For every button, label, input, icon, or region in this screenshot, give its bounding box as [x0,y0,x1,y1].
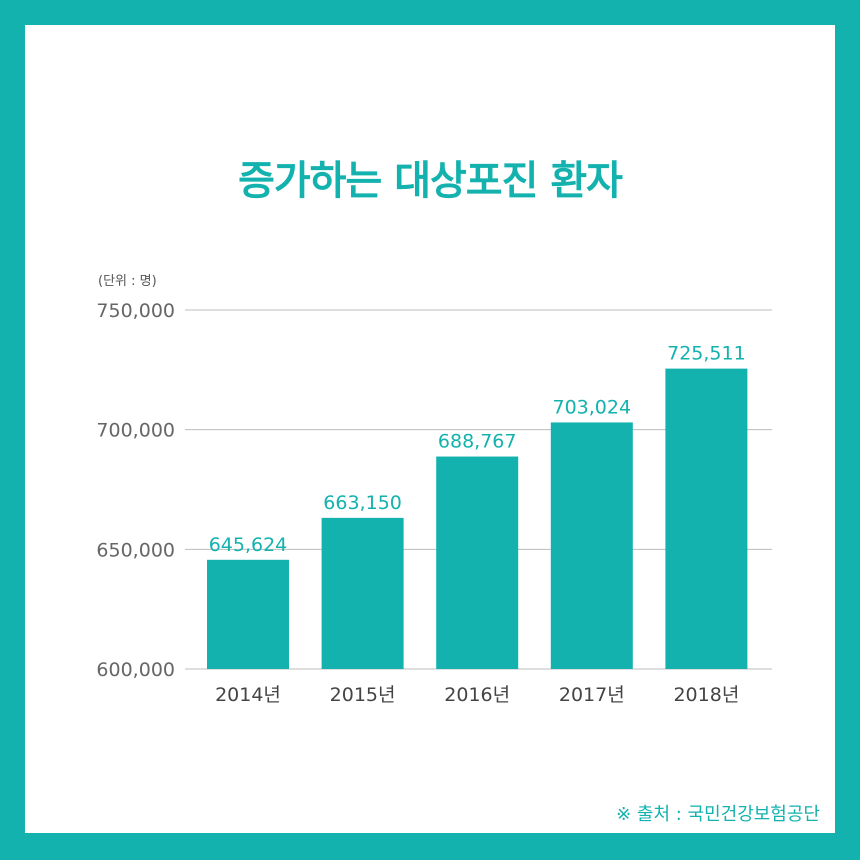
x-tick-label: 2014년 [215,684,281,706]
data-label: 725,511 [667,343,746,365]
y-tick-label: 700,000 [96,420,175,442]
x-tick-label: 2015년 [330,684,396,706]
bar [321,517,404,669]
data-label: 688,767 [438,431,517,453]
bar [436,456,519,669]
x-tick-label: 2018년 [673,684,739,706]
x-tick-label: 2016년 [444,684,510,706]
unit-label: (단위 : 명) [98,274,157,289]
y-tick-label: 600,000 [96,659,175,681]
y-tick-label: 750,000 [96,300,175,322]
y-tick-label: 650,000 [96,539,175,561]
source-label: ※ 출처 : 국민건강보험공단 [616,804,820,825]
bar [665,368,748,669]
data-label: 663,150 [323,492,402,514]
bar [550,422,633,669]
chart-title: 증가하는 대상포진 환자 [238,158,623,204]
bar [207,559,289,669]
x-tick-label: 2017년 [559,684,625,706]
data-label: 645,624 [209,534,288,556]
data-label: 703,024 [553,396,632,418]
